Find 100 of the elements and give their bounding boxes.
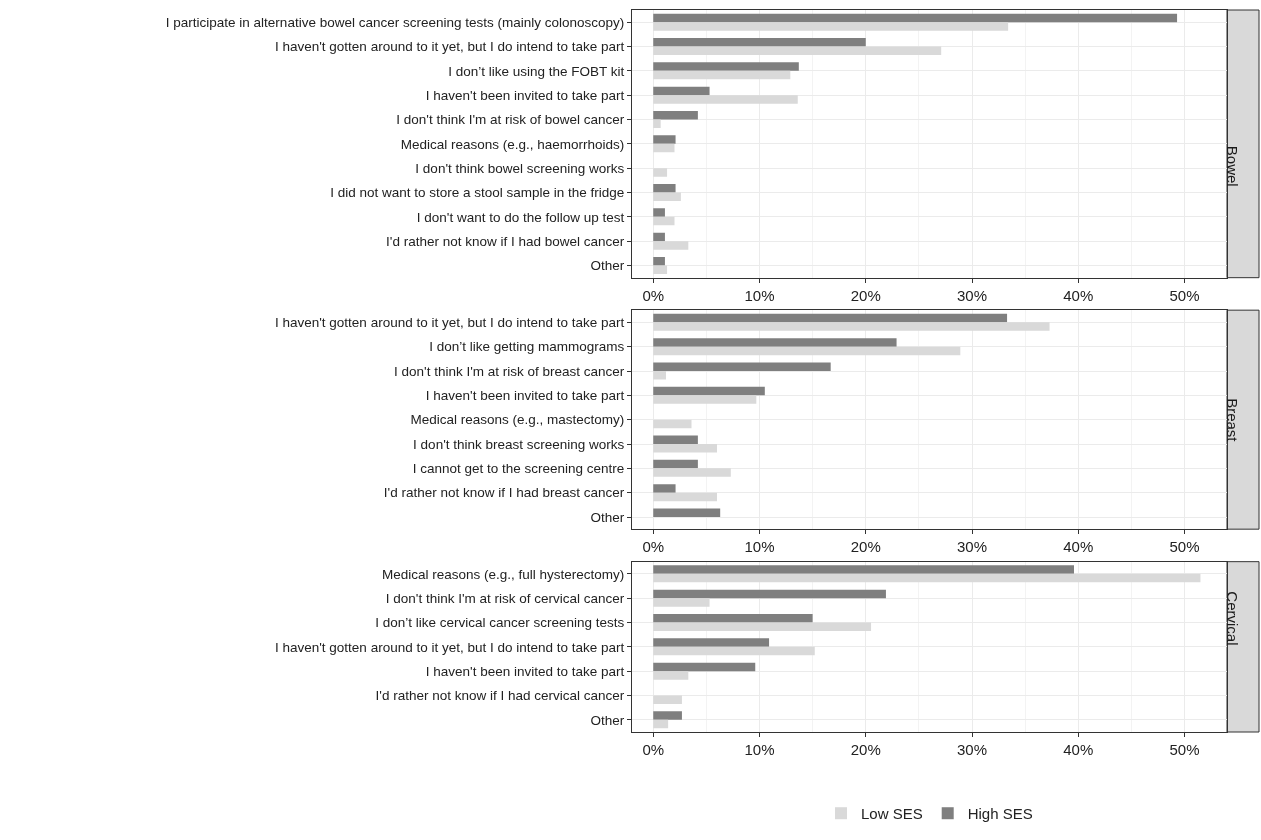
bar: [653, 241, 689, 250]
y-tick-label: I don’t like using the FOBT kit: [448, 63, 625, 79]
bar: [653, 371, 666, 380]
x-tick-label: 20%: [850, 538, 881, 556]
y-tick-label: I haven't gotten around to it yet, but I do intend to take part: [274, 39, 625, 55]
bar: [653, 232, 665, 242]
y-tick-label: I'd rather not know if I had bowel cancer: [386, 233, 625, 249]
x-tick-label: 10%: [744, 286, 775, 304]
x-tick-label: 30%: [956, 741, 988, 758]
y-tick-label: I don't think I'm at risk of breast cancer: [394, 363, 625, 379]
x-tick-label: 0%: [642, 741, 665, 758]
bar: [653, 208, 665, 217]
bar: [653, 573, 1201, 583]
bar: [653, 86, 710, 96]
bar: [653, 143, 675, 153]
bar: [653, 395, 757, 404]
bar: [653, 711, 682, 720]
x-tick-label: 40%: [1063, 538, 1094, 556]
bar: [653, 589, 886, 599]
bar: [653, 459, 698, 469]
bar: [653, 435, 698, 444]
y-tick-label: I'd rather not know if I had cervical cancer: [375, 688, 625, 704]
bar: [653, 37, 866, 47]
y-tick-label: I participate in alternative bowel cancer screening tests (mainly colonoscopy): [165, 14, 625, 30]
bar: [653, 386, 765, 396]
x-tick-label: 30%: [956, 538, 988, 556]
text: Cervical: [1224, 591, 1242, 646]
bar: [653, 622, 872, 632]
bar: [653, 135, 676, 144]
x-tick-label: 0%: [642, 286, 665, 304]
text: Bowel: [1223, 145, 1241, 187]
bar: [653, 662, 756, 672]
y-tick-label: I cannot get to the screening centre: [412, 461, 625, 477]
bar: [653, 119, 661, 129]
y-tick-label: I don't think bowel screening works: [415, 160, 625, 176]
x-tick-label: 40%: [1063, 741, 1094, 758]
y-tick-label: I don't think breast screening works: [413, 436, 625, 452]
y-tick-label: I haven't been invited to take part: [425, 663, 625, 679]
bar: [653, 13, 1178, 23]
bar: [653, 95, 798, 104]
bar: [653, 419, 692, 429]
bar: [653, 362, 831, 371]
y-tick-label: Other: [590, 712, 625, 728]
bar: [653, 695, 682, 705]
y-tick-label: I don’t like getting mammograms: [429, 339, 625, 355]
bar: [653, 646, 815, 656]
x-tick-label: 0%: [642, 538, 665, 556]
bar: [653, 183, 676, 193]
x-tick-label: 50%: [1169, 741, 1200, 758]
bar: [653, 216, 675, 226]
bar: [653, 671, 689, 680]
bar: [653, 638, 770, 647]
y-tick-label: I don't think I'm at risk of cervical cancer: [385, 590, 625, 606]
legend-label: Low SES: [861, 805, 923, 823]
bar: [653, 484, 676, 493]
bar: [653, 565, 1074, 574]
y-tick-label: I haven't been invited to take part: [425, 87, 625, 103]
y-tick-label: Other: [590, 258, 625, 274]
bar: [653, 313, 1008, 323]
bar: [653, 719, 669, 729]
y-tick-label: I don't think I'm at risk of bowel cancer: [396, 112, 625, 128]
x-tick-label: 10%: [744, 538, 775, 556]
bar: [653, 168, 668, 177]
text: Breast: [1224, 398, 1242, 443]
bar: [653, 70, 791, 80]
x-tick-label: 20%: [850, 741, 881, 758]
bar: [653, 468, 731, 477]
y-tick-label: I don't want to do the follow up test: [416, 209, 625, 225]
bar: [653, 338, 897, 347]
y-tick-label: I haven't gotten around to it yet, but I do intend to take part: [274, 639, 625, 655]
x-tick-label: 30%: [956, 286, 988, 304]
bar: [653, 598, 710, 607]
x-tick-label: 40%: [1063, 286, 1094, 304]
y-tick-label: I haven't gotten around to it yet, but I do intend to take part: [274, 315, 625, 331]
legend-label: High SES: [967, 805, 1033, 823]
bar: [653, 192, 681, 202]
bar: [653, 346, 961, 356]
x-tick-label: 10%: [744, 741, 775, 758]
y-tick-label: I'd rather not know if I had breast cancer: [383, 485, 625, 501]
x-tick-label: 50%: [1169, 538, 1200, 556]
bar: [653, 508, 721, 517]
bar: [653, 22, 1009, 31]
bar: [653, 322, 1050, 331]
bar: [653, 492, 717, 502]
bar: [653, 256, 665, 266]
y-tick-label: Medical reasons (e.g., mastectomy): [410, 412, 625, 428]
y-tick-label: Medical reasons (e.g., full hysterectomy): [381, 566, 625, 582]
bar: [653, 110, 698, 120]
y-tick-label: Other: [590, 509, 625, 525]
y-tick-label: I don’t like cervical cancer screening tests: [375, 615, 625, 631]
bar: [653, 444, 717, 453]
y-tick-label: Medical reasons (e.g., haemorrhoids): [400, 136, 625, 152]
bar: [653, 265, 668, 275]
bar: [653, 613, 813, 623]
bar: [653, 46, 942, 56]
x-tick-label: 20%: [850, 286, 881, 304]
bar: [653, 62, 799, 71]
x-tick-label: 50%: [1169, 286, 1200, 304]
y-tick-label: I haven't been invited to take part: [425, 388, 625, 404]
y-tick-label: I did not want to store a stool sample in the fridge: [330, 185, 625, 201]
